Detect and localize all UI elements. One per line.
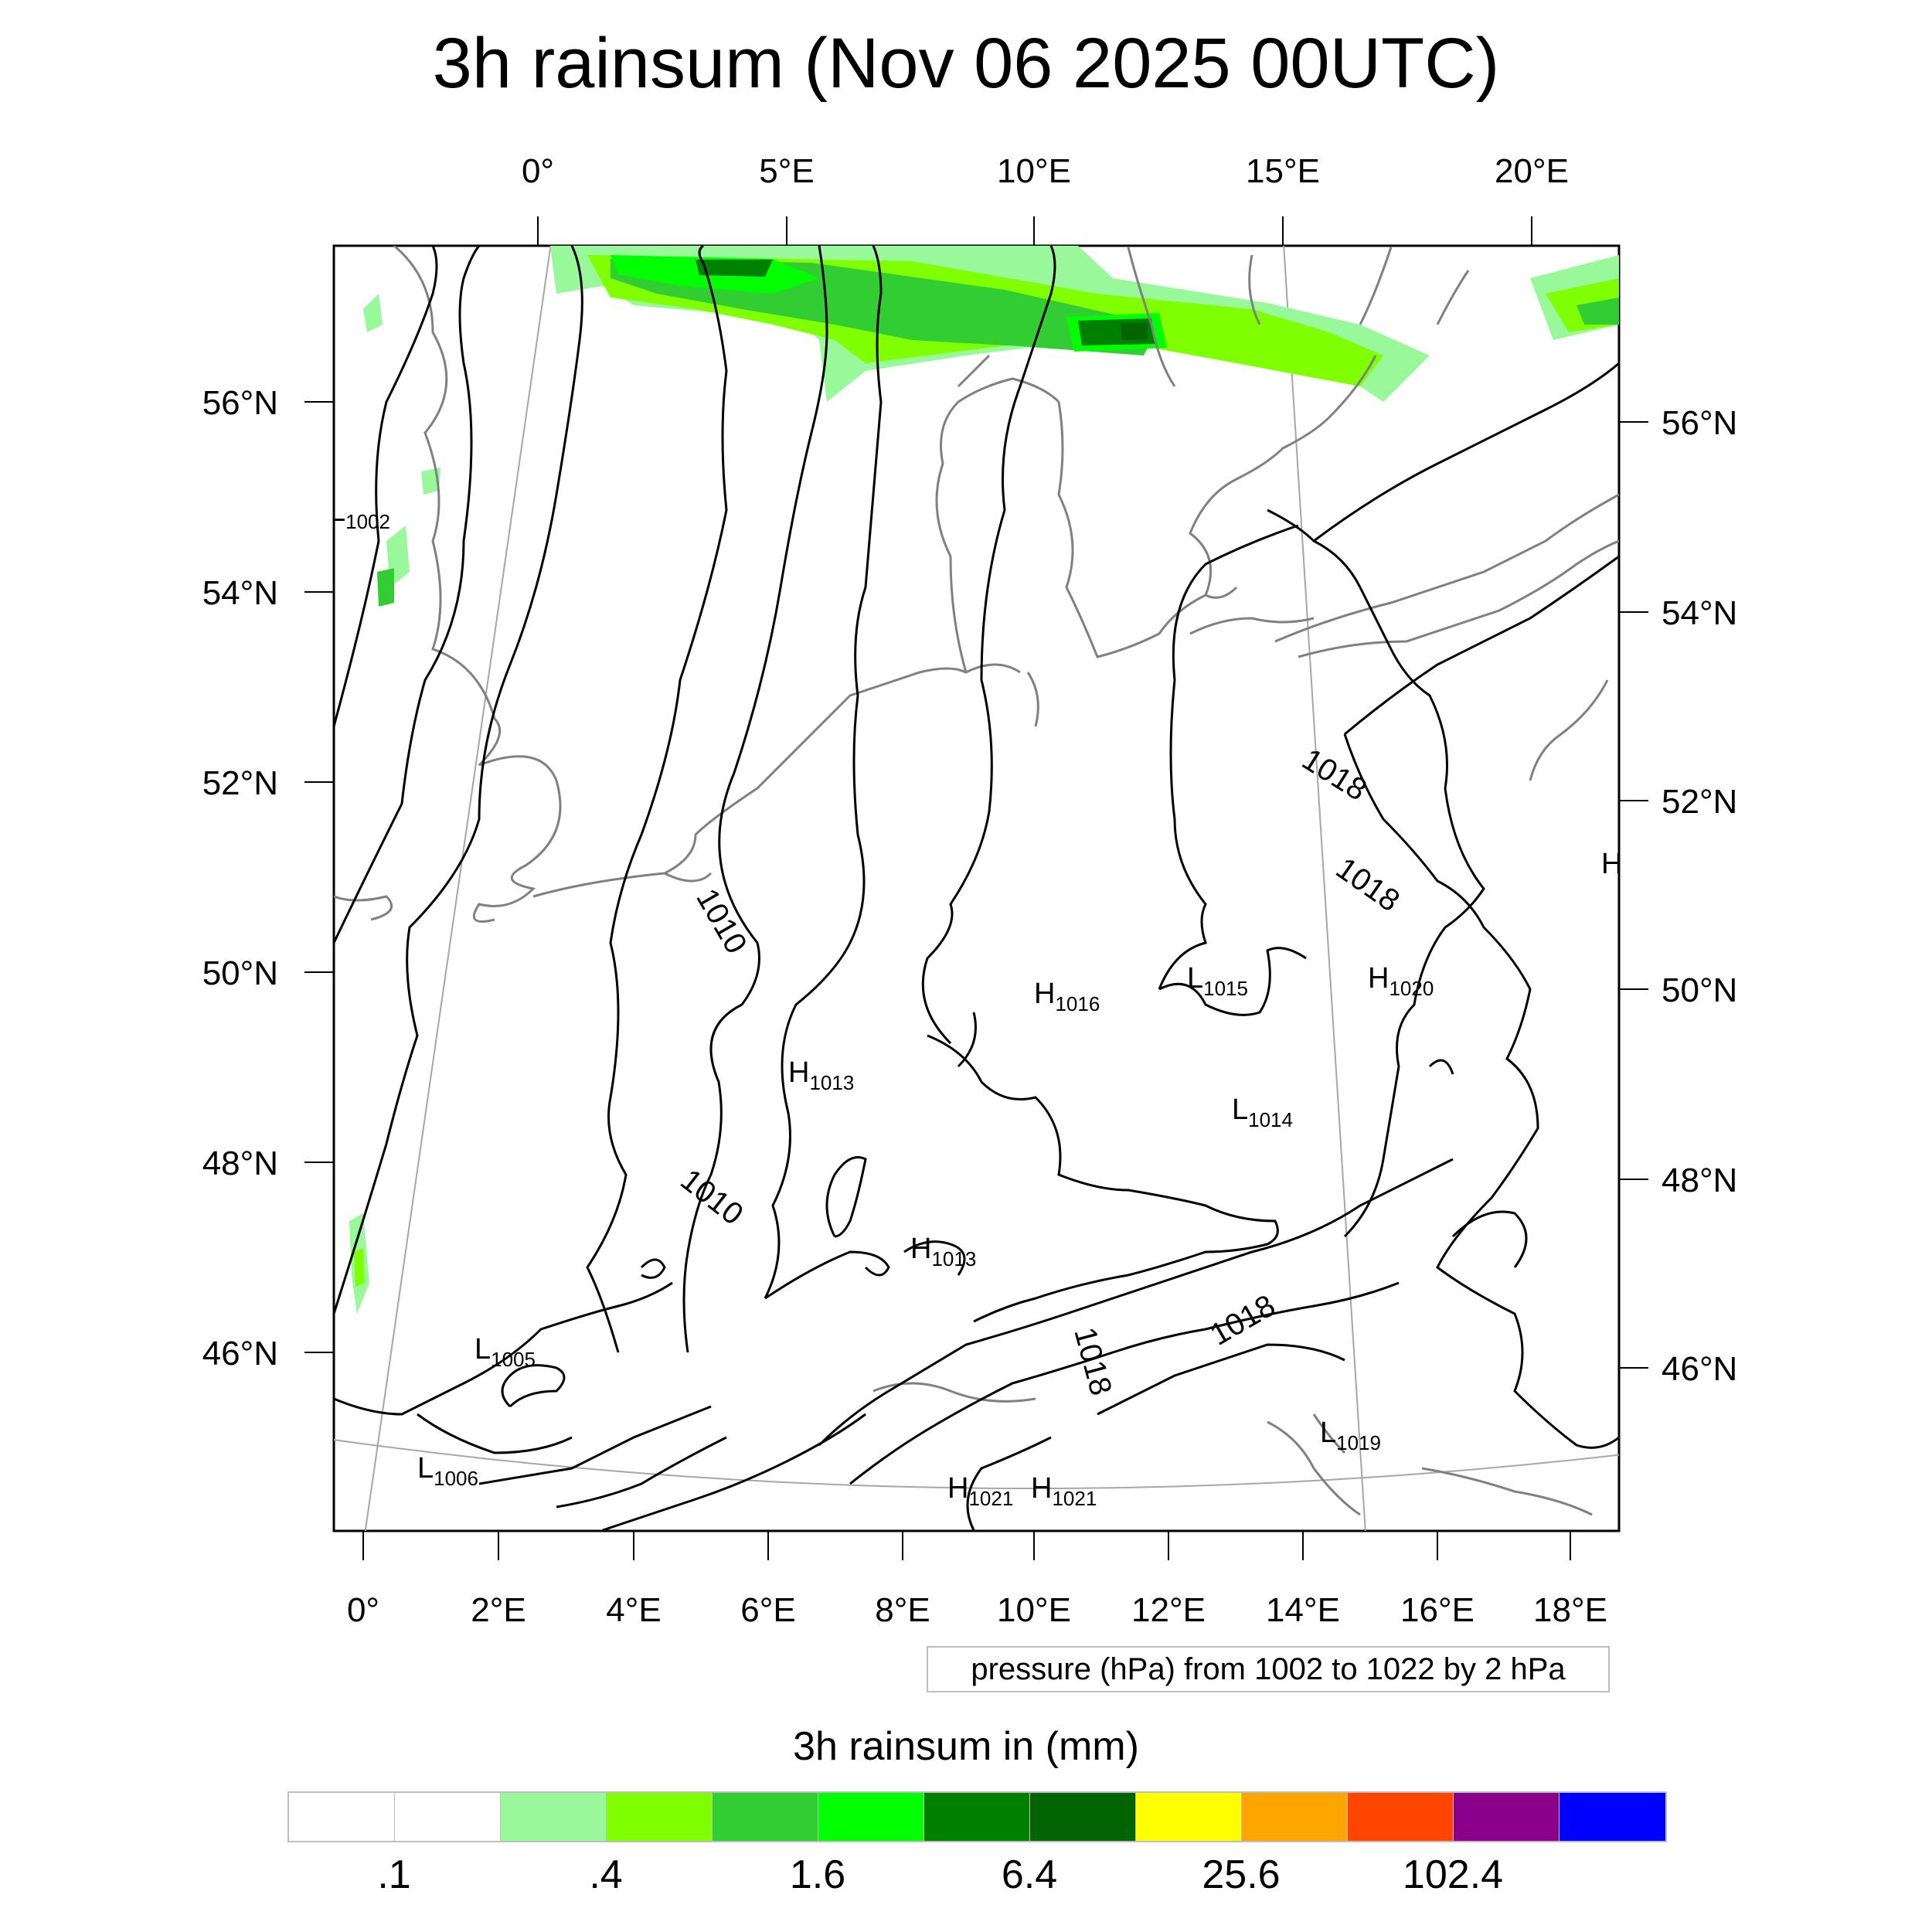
right-latitude-labels: 56°N 54°N 52°N 50°N 48°N 46°N bbox=[1662, 404, 1737, 1388]
bottom-longitude-labels: 0° 2°E 4°E 6°E 8°E 10°E 12°E 14°E 16°E 1… bbox=[347, 1591, 1607, 1629]
parallel-45n bbox=[334, 1439, 1619, 1490]
pressure-center: H1021 bbox=[947, 1472, 1013, 1510]
colorbar-swatch bbox=[1560, 1793, 1665, 1841]
colorbar-swatch bbox=[1030, 1793, 1136, 1841]
pressure-center: L1006 bbox=[417, 1452, 478, 1490]
right-lat-label: 56°N bbox=[1662, 404, 1737, 442]
colorbar-swatch bbox=[818, 1793, 924, 1841]
pressure-center: H1013 bbox=[910, 1233, 976, 1270]
colorbar-swatch bbox=[1242, 1793, 1348, 1841]
colorbar-swatch bbox=[1348, 1793, 1454, 1841]
bottom-lon-label: 6°E bbox=[740, 1591, 795, 1629]
pressure-center: L1015 bbox=[1187, 962, 1248, 1000]
colorbar-tick-label: 1.6 bbox=[789, 1852, 846, 1897]
colorbar-tick-label: 6.4 bbox=[1001, 1852, 1058, 1897]
pressure-centers: L1002 H1016 L1015 H1020 H1013 L1014 H101… bbox=[329, 495, 1622, 1510]
top-longitude-labels: 0° 5°E 10°E 15°E 20°E bbox=[522, 152, 1569, 190]
pressure-center: H1013 bbox=[788, 1056, 854, 1094]
left-lat-label: 50°N bbox=[202, 954, 278, 992]
pressure-center: H1021 bbox=[1031, 1472, 1097, 1510]
meridian-0 bbox=[364, 246, 552, 1531]
map-content: 1010 1010 1018 1018 1018 1018 L1002 H101… bbox=[329, 246, 1622, 1531]
pressure-center: H1020 bbox=[1368, 962, 1434, 1000]
right-lat-label: 46°N bbox=[1662, 1350, 1737, 1388]
colorbar-swatch bbox=[395, 1793, 501, 1841]
bottom-lon-label: 12°E bbox=[1131, 1591, 1206, 1629]
bottom-lon-label: 0° bbox=[347, 1591, 379, 1629]
colorbar-title: 3h rainsum in (mm) bbox=[793, 1724, 1139, 1769]
bottom-lon-label: 16°E bbox=[1400, 1591, 1475, 1629]
top-lon-label: 20°E bbox=[1495, 152, 1569, 190]
top-lon-label: 15°E bbox=[1246, 152, 1320, 190]
left-lat-label: 52°N bbox=[202, 764, 278, 802]
colorbar-tick-label: 25.6 bbox=[1202, 1852, 1281, 1897]
left-lat-label: 46°N bbox=[202, 1335, 278, 1372]
colorbar-tick-label: .4 bbox=[589, 1852, 623, 1897]
map-frame bbox=[332, 244, 1621, 1532]
pressure-center: H bbox=[1601, 848, 1622, 880]
pressure-center: H1016 bbox=[1034, 978, 1100, 1015]
colorbar-swatch bbox=[501, 1793, 607, 1841]
bottom-lon-label: 14°E bbox=[1266, 1591, 1340, 1629]
left-lat-label: 48°N bbox=[202, 1145, 278, 1182]
meridian-15e bbox=[1283, 246, 1366, 1531]
colorbar-swatch bbox=[1136, 1793, 1242, 1841]
colorbar bbox=[287, 1791, 1667, 1842]
colorbar-tick-label: 102.4 bbox=[1402, 1852, 1504, 1897]
left-lat-label: 54°N bbox=[202, 574, 278, 612]
colorbar-swatch bbox=[713, 1793, 818, 1841]
colorbar-swatch bbox=[924, 1793, 1030, 1841]
pressure-center: L1014 bbox=[1232, 1094, 1293, 1131]
pressure-info-box: pressure (hPa) from 1002 to 1022 by 2 hP… bbox=[927, 1646, 1610, 1692]
graticule bbox=[334, 246, 1619, 1531]
top-lon-label: 5°E bbox=[759, 152, 814, 190]
isobars bbox=[334, 246, 1619, 1531]
pressure-center: L1002 bbox=[329, 495, 390, 533]
top-lon-label: 10°E bbox=[997, 152, 1071, 190]
top-lon-label: 0° bbox=[522, 152, 554, 190]
rain-field bbox=[349, 246, 1619, 1314]
bottom-lon-label: 18°E bbox=[1533, 1591, 1607, 1629]
colorbar-swatch bbox=[607, 1793, 713, 1841]
tick-marks bbox=[304, 216, 1648, 1560]
right-lat-label: 50°N bbox=[1662, 971, 1737, 1009]
colorbar-swatch bbox=[1454, 1793, 1560, 1841]
pressure-center: L1005 bbox=[474, 1333, 536, 1371]
left-latitude-labels: 56°N 54°N 52°N 50°N 48°N 46°N bbox=[202, 384, 278, 1372]
left-lat-label: 56°N bbox=[202, 384, 278, 422]
bottom-lon-label: 2°E bbox=[471, 1591, 526, 1629]
pressure-center: L1019 bbox=[1320, 1417, 1381, 1454]
colorbar-tick-label: .1 bbox=[377, 1852, 411, 1897]
bottom-lon-label: 8°E bbox=[875, 1591, 930, 1629]
right-lat-label: 54°N bbox=[1662, 594, 1737, 632]
right-lat-label: 52°N bbox=[1662, 783, 1737, 821]
colorbar-swatch bbox=[289, 1793, 395, 1841]
right-lat-label: 48°N bbox=[1662, 1162, 1737, 1199]
bottom-lon-label: 10°E bbox=[997, 1591, 1071, 1629]
bottom-lon-label: 4°E bbox=[606, 1591, 661, 1629]
coastlines bbox=[334, 246, 1619, 1516]
map-title: 3h rainsum (Nov 06 2025 00UTC) bbox=[432, 24, 1500, 103]
